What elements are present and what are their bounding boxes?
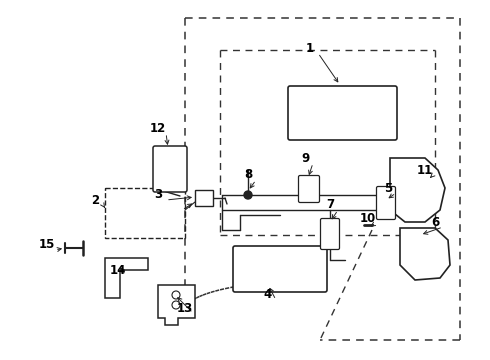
Circle shape — [244, 191, 252, 199]
Text: 10: 10 — [360, 211, 376, 225]
Text: 1: 1 — [306, 41, 314, 54]
FancyBboxPatch shape — [288, 86, 397, 140]
Circle shape — [172, 291, 180, 299]
Polygon shape — [158, 285, 195, 325]
Polygon shape — [390, 158, 445, 222]
FancyBboxPatch shape — [376, 186, 395, 220]
FancyBboxPatch shape — [298, 175, 319, 202]
Text: 8: 8 — [244, 168, 252, 181]
Text: 5: 5 — [384, 181, 392, 194]
FancyBboxPatch shape — [153, 146, 187, 192]
Bar — [195, 190, 213, 206]
Polygon shape — [105, 258, 148, 298]
Text: 9: 9 — [301, 152, 309, 165]
FancyBboxPatch shape — [233, 246, 327, 292]
FancyBboxPatch shape — [320, 219, 340, 249]
Text: 6: 6 — [431, 216, 439, 229]
Bar — [105, 188, 185, 238]
Text: 4: 4 — [264, 288, 272, 302]
Text: 7: 7 — [326, 198, 334, 211]
Polygon shape — [400, 228, 450, 280]
Text: 3: 3 — [154, 189, 162, 202]
Text: 2: 2 — [91, 194, 99, 207]
Text: 15: 15 — [39, 238, 55, 252]
Text: 14: 14 — [110, 264, 126, 276]
Text: 12: 12 — [150, 122, 166, 135]
Text: 13: 13 — [177, 302, 193, 315]
Text: 11: 11 — [417, 163, 433, 176]
Circle shape — [172, 301, 180, 309]
